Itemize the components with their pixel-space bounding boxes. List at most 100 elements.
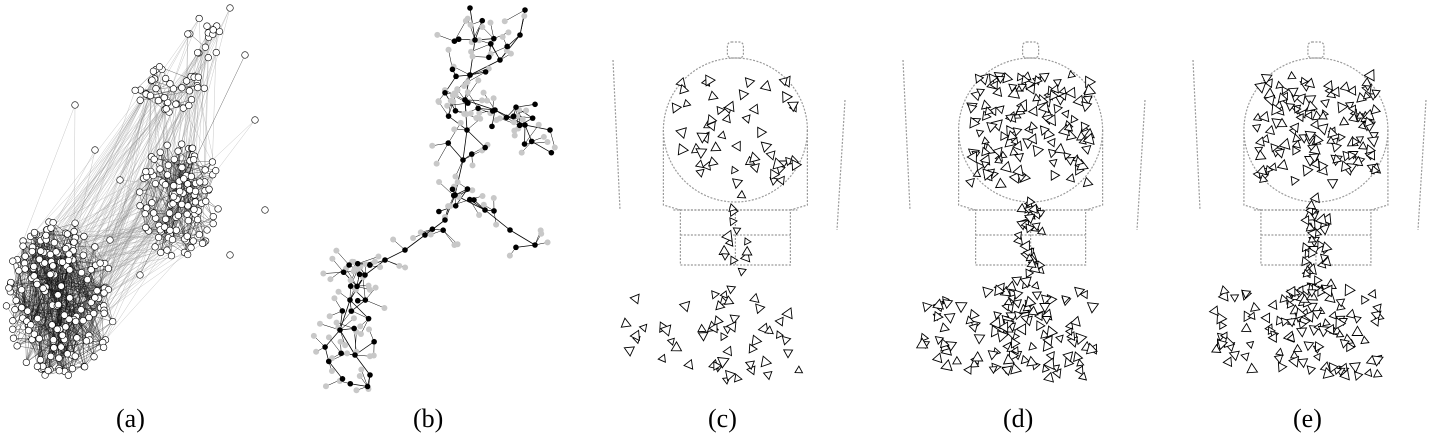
triangle-marker [988,106,997,117]
triangle-marker [1363,68,1375,82]
caption-b: (b) [413,404,444,433]
triangle-marker [1208,305,1219,317]
node [205,185,213,193]
triangle-marker [1271,103,1283,116]
node [57,282,65,290]
triangle-marker [1027,305,1039,316]
triangle-marker [1311,309,1323,320]
node [28,247,36,256]
triangle-marker [1328,310,1337,320]
triangle-marker [1276,117,1288,128]
triangle-marker [1270,143,1280,153]
leaf-node [451,126,458,133]
triangle-marker [1032,144,1045,158]
triangle-marker [1219,331,1228,341]
triangle-marker [782,349,794,359]
triangle-marker [1013,152,1024,163]
node [71,352,79,360]
triangle-marker [1292,343,1303,353]
internal-node [364,383,371,390]
triangle-marker [1015,323,1027,336]
node [184,202,192,210]
triangle-marker [720,332,729,342]
triangle-marker [967,104,978,114]
triangle-marker [976,88,986,97]
internal-node [322,344,328,350]
triangle-marker [942,299,954,310]
triangle-marker [1362,91,1372,100]
node [178,200,186,208]
internal-node [475,105,481,112]
triangle-marker [1010,362,1023,375]
knob [1307,41,1325,59]
triangle-marker [1038,72,1050,83]
triangle-marker [1072,94,1085,107]
node [33,280,41,288]
internal-node [382,257,388,263]
triangle-marker [1267,299,1278,311]
leaf-node [365,282,372,289]
triangle-marker [1335,329,1345,338]
triangle-marker [1321,284,1333,298]
triangle-marker [1222,356,1233,368]
leaf-node [469,187,476,194]
triangle-marker [1023,213,1036,225]
panel-a-graph [2,4,269,379]
internal-node [337,327,343,333]
leaf-node [493,221,500,228]
node [68,365,77,373]
triangle-marker [1306,228,1317,240]
triangle-marker [994,155,1003,164]
node [163,141,171,149]
triangle-marker [759,79,772,92]
node [49,262,57,270]
triangle-marker [994,177,1007,189]
triangle-marker [1032,93,1042,102]
node [116,176,124,184]
panel-b-tree [310,5,558,394]
leaf-node [496,115,503,122]
node [194,84,202,92]
triangle-marker [741,245,753,256]
leaf-node [435,98,442,105]
leaf-node [468,48,475,55]
node [82,337,91,345]
node [150,155,158,163]
node [149,67,158,75]
triangle-marker [1287,70,1297,80]
node [71,219,79,227]
node [150,209,158,217]
internal-node [479,17,486,24]
leaf-node [480,201,487,208]
triangle-marker [1313,133,1324,146]
triangle-marker [1369,132,1379,141]
node [170,155,178,164]
triangle-marker [1305,199,1317,210]
node [166,209,174,217]
triangle-marker [1285,285,1296,298]
triangle-marker [1240,322,1252,333]
node [194,49,202,57]
triangle-marker [1085,75,1097,89]
leaf-node [434,31,441,38]
node [70,238,78,246]
triangle-marker [1307,289,1317,298]
triangle-marker [1024,295,1037,308]
triangle-marker [1005,280,1017,291]
leaf-node [540,133,547,140]
node [63,350,71,358]
triangle-marker [623,346,636,357]
node [33,362,41,371]
node [11,306,19,314]
node [109,317,117,326]
triangle-marker [1315,213,1327,226]
triangle-marker [952,355,962,365]
caption-e: (e) [1293,404,1322,433]
internal-node [442,89,448,96]
triangle-marker [1229,294,1240,303]
triangle-marker [1313,352,1321,362]
node [90,309,98,318]
triangle-marker [1267,332,1277,343]
triangle-marker [973,334,986,345]
triangle-marker [965,315,975,325]
